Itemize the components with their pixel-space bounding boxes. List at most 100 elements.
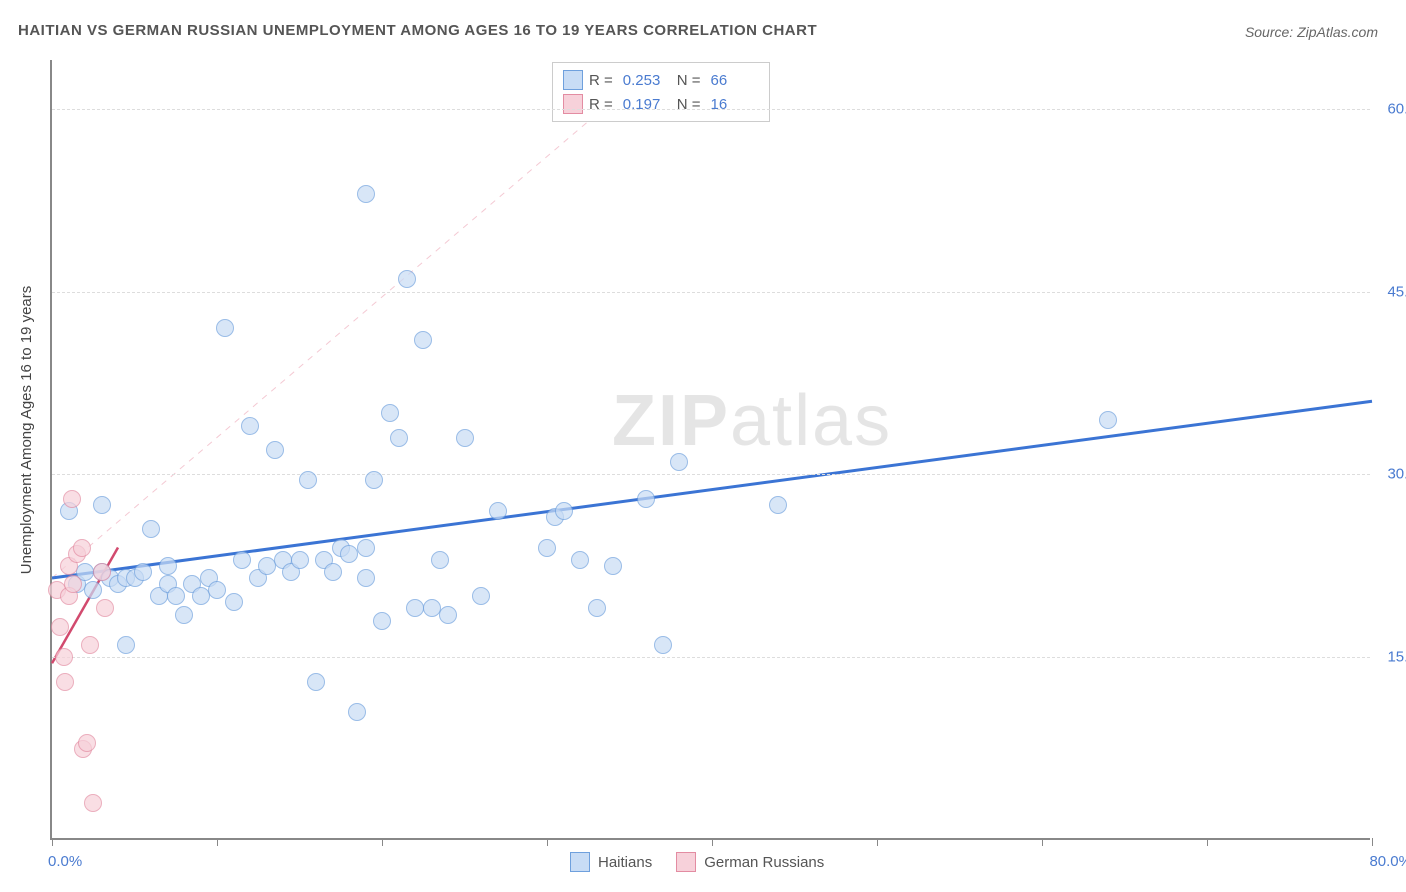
data-point: [423, 599, 441, 617]
y-tick-label: 30.0%: [1387, 466, 1406, 483]
gridline: [52, 109, 1370, 110]
data-point: [266, 441, 284, 459]
r-label: R =: [589, 72, 613, 89]
data-point: [96, 599, 114, 617]
data-point: [489, 502, 507, 520]
n-value: 66: [711, 72, 759, 89]
legend-row: R = 0.253 N = 66: [563, 68, 759, 92]
data-point: [291, 551, 309, 569]
chart-title: HAITIAN VS GERMAN RUSSIAN UNEMPLOYMENT A…: [18, 22, 817, 39]
data-point: [588, 599, 606, 617]
data-point: [192, 587, 210, 605]
legend-label: German Russians: [704, 854, 824, 871]
y-axis-label: Unemployment Among Ages 16 to 19 years: [18, 286, 35, 575]
y-tick-label: 60.0%: [1387, 100, 1406, 117]
data-point: [654, 636, 672, 654]
x-tick-label: 80.0%: [1369, 853, 1406, 870]
data-point: [381, 404, 399, 422]
series-legend: Haitians German Russians: [570, 852, 824, 872]
x-tick: [52, 838, 53, 846]
data-point: [84, 581, 102, 599]
data-point: [398, 270, 416, 288]
data-point: [81, 636, 99, 654]
legend-row: R = 0.197 N = 16: [563, 92, 759, 116]
data-point: [637, 490, 655, 508]
data-point: [142, 520, 160, 538]
data-point: [84, 794, 102, 812]
data-point: [1099, 411, 1117, 429]
data-point: [167, 587, 185, 605]
x-tick-label: 0.0%: [48, 853, 82, 870]
data-point: [324, 563, 342, 581]
data-point: [299, 471, 317, 489]
gridline: [52, 657, 1370, 658]
data-point: [55, 648, 73, 666]
data-point: [555, 502, 573, 520]
data-point: [175, 606, 193, 624]
data-point: [357, 185, 375, 203]
legend-label: Haitians: [598, 854, 652, 871]
data-point: [439, 606, 457, 624]
source-label: Source: ZipAtlas.com: [1245, 24, 1378, 40]
x-tick: [1372, 838, 1373, 846]
data-point: [431, 551, 449, 569]
n-label: N =: [677, 72, 701, 89]
data-point: [225, 593, 243, 611]
x-tick: [712, 838, 713, 846]
data-point: [134, 563, 152, 581]
data-point: [63, 490, 81, 508]
data-point: [357, 569, 375, 587]
x-tick: [382, 838, 383, 846]
data-point: [159, 557, 177, 575]
legend-swatch: [676, 852, 696, 872]
legend-swatch: [563, 94, 583, 114]
r-label: R =: [589, 96, 613, 113]
data-point: [472, 587, 490, 605]
gridline: [52, 474, 1370, 475]
data-point: [390, 429, 408, 447]
data-point: [670, 453, 688, 471]
r-value: 0.197: [623, 96, 671, 113]
data-point: [216, 319, 234, 337]
data-point: [56, 673, 74, 691]
legend-swatch: [570, 852, 590, 872]
data-point: [538, 539, 556, 557]
data-point: [241, 417, 259, 435]
watermark-light: atlas: [730, 381, 892, 461]
data-point: [258, 557, 276, 575]
correlation-legend: R = 0.253 N = 66 R = 0.197 N = 16: [552, 62, 770, 122]
r-value: 0.253: [623, 72, 671, 89]
n-label: N =: [677, 96, 701, 113]
x-tick: [1207, 838, 1208, 846]
data-point: [769, 496, 787, 514]
y-tick-label: 15.0%: [1387, 649, 1406, 666]
data-point: [604, 557, 622, 575]
watermark: ZIPatlas: [612, 380, 892, 462]
data-point: [406, 599, 424, 617]
x-tick: [1042, 838, 1043, 846]
n-value: 16: [711, 96, 759, 113]
data-point: [357, 539, 375, 557]
data-point: [78, 734, 96, 752]
legend-item: German Russians: [676, 852, 824, 872]
chart-svg: [52, 60, 1370, 838]
data-point: [340, 545, 358, 563]
data-point: [348, 703, 366, 721]
legend-item: Haitians: [570, 852, 652, 872]
data-point: [73, 539, 91, 557]
data-point: [456, 429, 474, 447]
data-point: [373, 612, 391, 630]
data-point: [571, 551, 589, 569]
data-point: [64, 575, 82, 593]
x-tick: [877, 838, 878, 846]
x-tick: [217, 838, 218, 846]
x-tick: [547, 838, 548, 846]
data-point: [93, 496, 111, 514]
data-point: [307, 673, 325, 691]
data-point: [233, 551, 251, 569]
y-tick-label: 45.0%: [1387, 283, 1406, 300]
data-point: [117, 636, 135, 654]
data-point: [208, 581, 226, 599]
data-point: [365, 471, 383, 489]
gridline: [52, 292, 1370, 293]
